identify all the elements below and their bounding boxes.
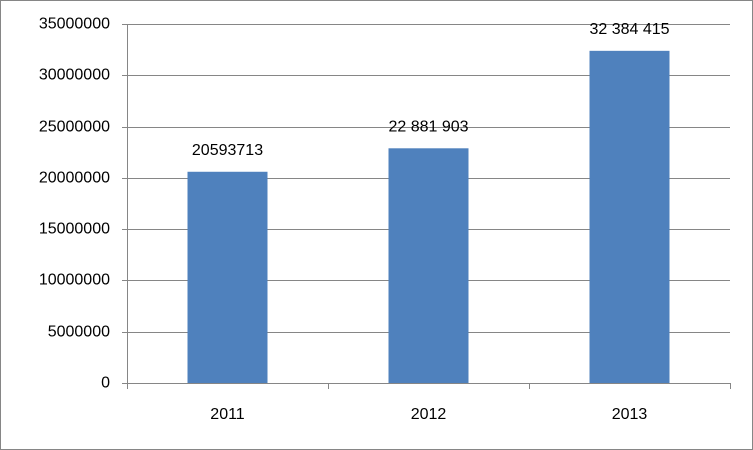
bar (388, 148, 469, 383)
y-tick-label: 35000000 (39, 16, 110, 33)
x-tick-label: 2011 (210, 406, 245, 423)
y-tick-label: 30000000 (39, 67, 110, 84)
data-label: 32 384 415 (589, 21, 669, 38)
y-tick-label: 0 (101, 375, 110, 392)
x-tick-label: 2012 (411, 406, 447, 423)
data-label: 20593713 (192, 142, 263, 159)
y-tick-label: 10000000 (39, 272, 110, 289)
data-label: 22 881 903 (388, 119, 468, 136)
y-tick-label: 5000000 (48, 324, 110, 341)
bar (187, 171, 268, 383)
x-tick-label: 2013 (612, 406, 648, 423)
y-tick-label: 25000000 (39, 119, 110, 136)
y-tick-label: 15000000 (39, 221, 110, 238)
y-tick-label: 20000000 (39, 170, 110, 187)
bar (589, 50, 670, 383)
